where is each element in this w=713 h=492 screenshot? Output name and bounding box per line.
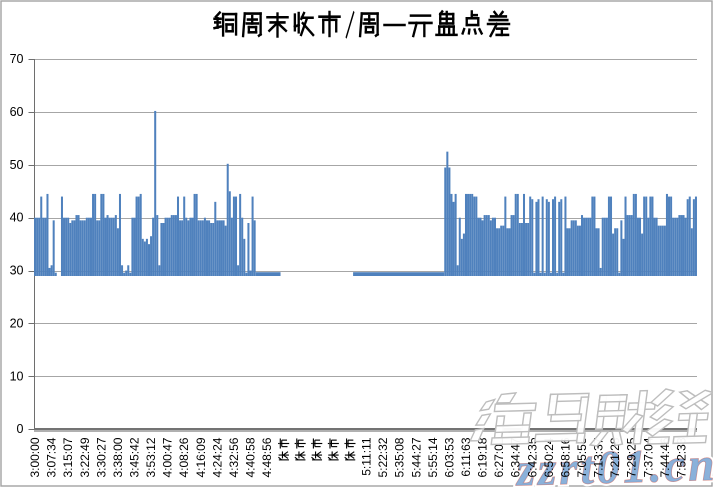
svg-text:3:22:49: 3:22:49 xyxy=(78,437,92,477)
svg-text:20: 20 xyxy=(10,316,24,330)
svg-text:6:50:24: 6:50:24 xyxy=(542,437,556,477)
svg-text:4:48:56: 4:48:56 xyxy=(260,437,274,477)
svg-text:3:53:12: 3:53:12 xyxy=(144,437,158,477)
svg-text:6:19:18: 6:19:18 xyxy=(476,437,490,477)
svg-text:3:15:07: 3:15:07 xyxy=(61,437,75,477)
svg-text:4:32:56: 4:32:56 xyxy=(227,437,241,477)
svg-text:6:03:53: 6:03:53 xyxy=(442,437,456,477)
svg-text:70: 70 xyxy=(10,52,24,66)
svg-text:5:55:14: 5:55:14 xyxy=(426,437,440,477)
svg-text:3:07:34: 3:07:34 xyxy=(45,437,59,477)
svg-text:3:00:00: 3:00:00 xyxy=(28,437,42,477)
svg-text:3:30:27: 3:30:27 xyxy=(94,437,108,477)
svg-text:5:11:11: 5:11:11 xyxy=(360,437,374,476)
svg-text:4:16:09: 4:16:09 xyxy=(194,437,208,477)
svg-text:4:00:47: 4:00:47 xyxy=(161,437,175,477)
svg-text:4:40:58: 4:40:58 xyxy=(244,437,258,477)
svg-text:30: 30 xyxy=(10,264,24,278)
svg-text:60: 60 xyxy=(10,105,24,119)
svg-text:3:38:00: 3:38:00 xyxy=(111,437,125,477)
svg-text:5:22:32: 5:22:32 xyxy=(376,437,390,477)
svg-text:40: 40 xyxy=(10,211,24,225)
svg-text:5:35:08: 5:35:08 xyxy=(393,437,407,477)
svg-text:5:44:27: 5:44:27 xyxy=(409,437,423,477)
svg-text:3:45:42: 3:45:42 xyxy=(128,437,142,477)
svg-text:6:58:16: 6:58:16 xyxy=(558,437,572,477)
svg-text:0: 0 xyxy=(17,422,24,436)
svg-text:10: 10 xyxy=(10,369,24,383)
svg-text:4:08:26: 4:08:26 xyxy=(177,437,191,477)
svg-text:50: 50 xyxy=(10,158,24,172)
svg-text:6:11:63: 6:11:63 xyxy=(459,437,473,476)
svg-text:4:24:24: 4:24:24 xyxy=(210,437,224,477)
